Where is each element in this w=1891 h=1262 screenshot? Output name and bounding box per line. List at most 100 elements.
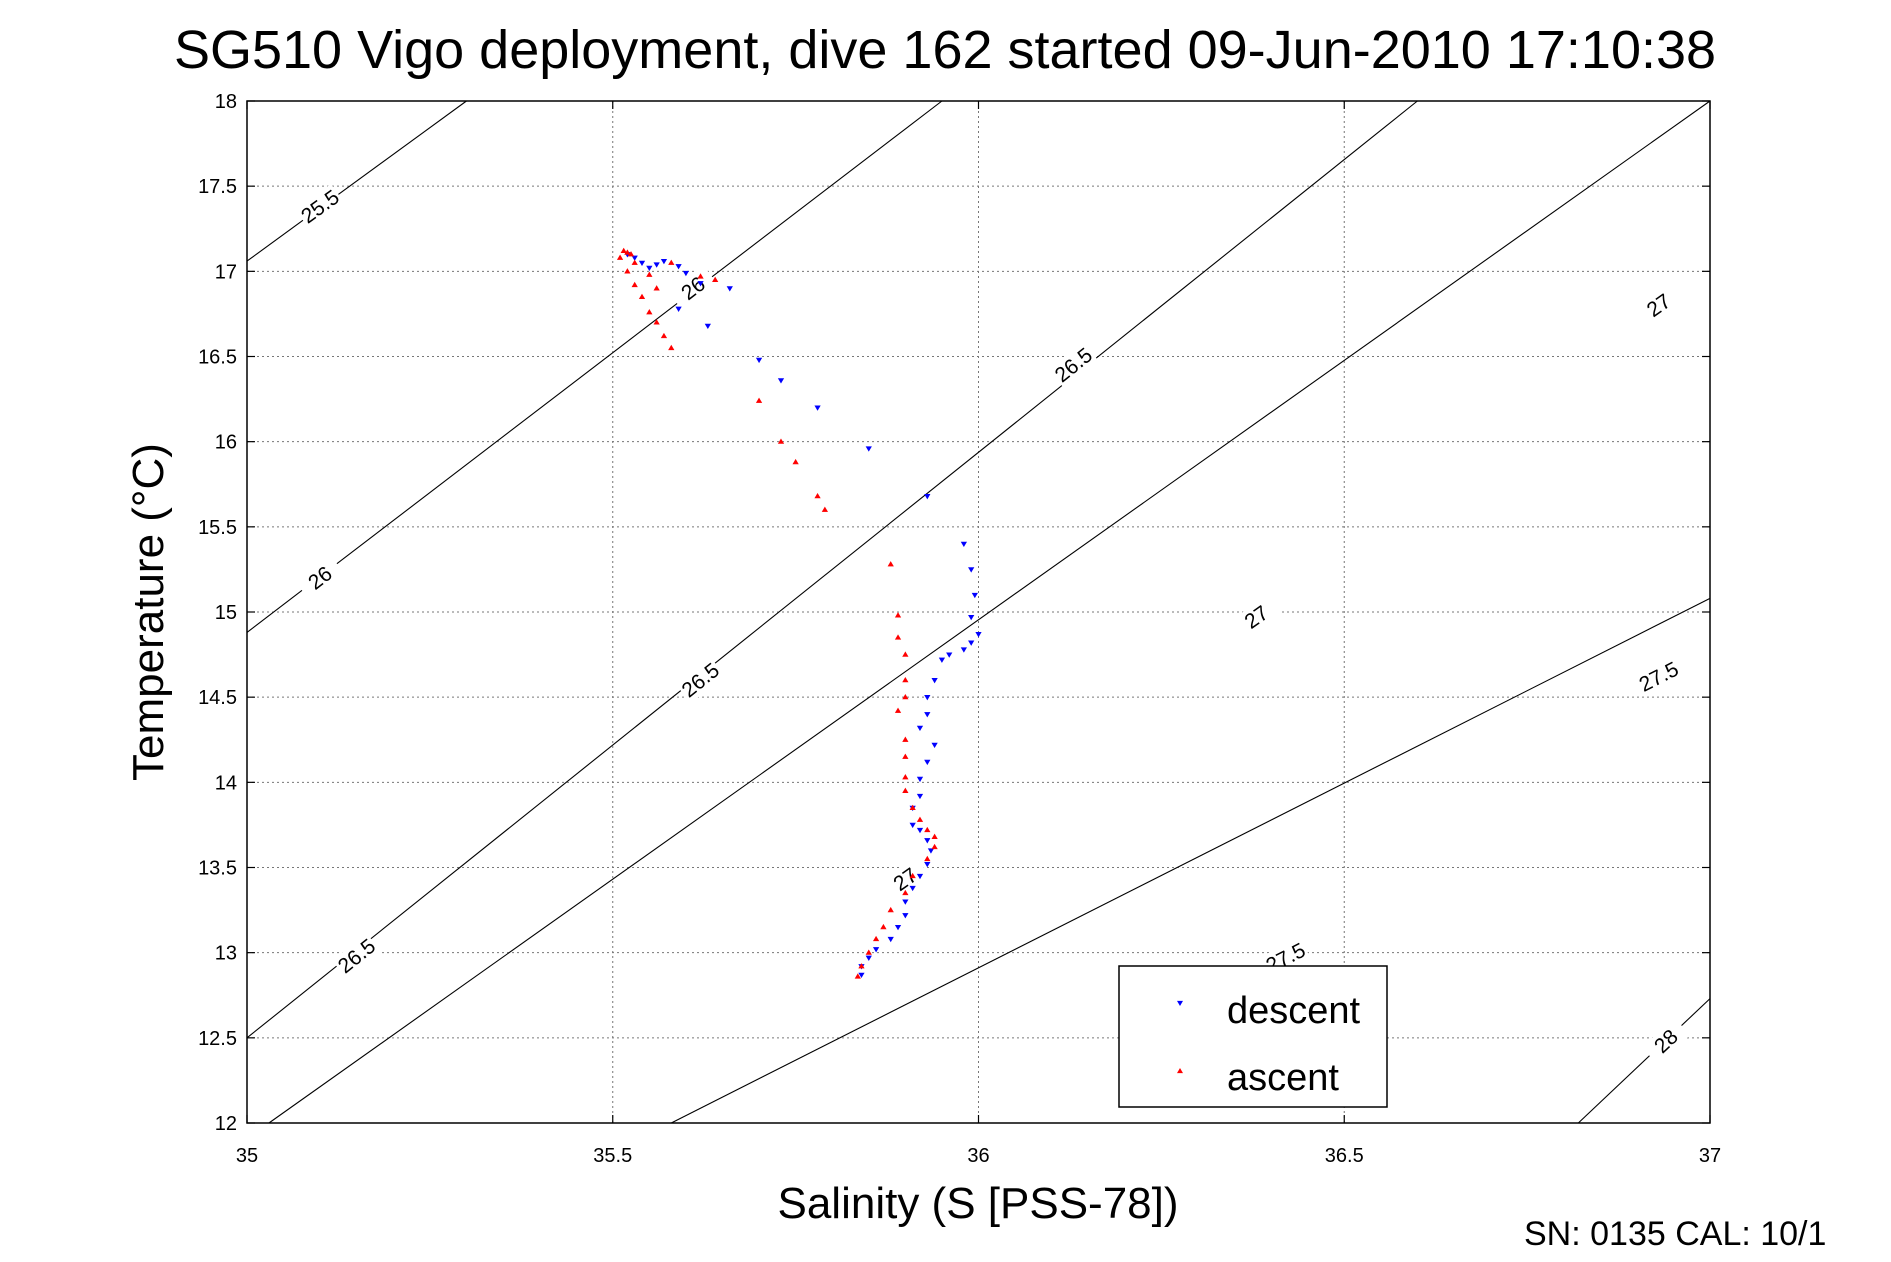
descent-point — [675, 264, 682, 270]
descent-point — [653, 262, 660, 268]
ascent-point — [712, 276, 719, 282]
descent-point — [916, 776, 924, 783]
ascent-point — [653, 319, 660, 325]
axis-ticks: 35 35.5 36 36.5 37 12 12.5 13 13.5 14 14.5 15 15.5 16… — [198, 91, 1721, 1167]
descent-point — [960, 647, 967, 653]
descent-point — [902, 899, 909, 905]
y-tick-label: 16.5 — [198, 347, 237, 369]
contour-label-gap — [1641, 1017, 1691, 1066]
descent-point — [916, 827, 924, 834]
descent-point — [660, 258, 668, 265]
descent-point — [916, 725, 924, 732]
legend-marker-ascent — [1177, 1068, 1183, 1074]
ascent-point — [865, 949, 872, 955]
y-tick-label: 12 — [215, 1113, 237, 1135]
ascent-point — [924, 826, 931, 833]
descent-point — [924, 759, 931, 766]
ascent-point — [755, 397, 763, 403]
descent-point — [697, 281, 704, 287]
descent-point — [631, 255, 638, 261]
y-tick-label: 14 — [215, 772, 237, 794]
descent-point — [968, 614, 975, 621]
ascent-point — [931, 833, 938, 839]
descent-point — [909, 885, 916, 892]
ascent-point — [646, 271, 653, 277]
y-tick-label: 15.5 — [198, 517, 237, 539]
ascent-point — [894, 612, 902, 618]
ascent-point — [880, 923, 887, 930]
y-tick-label: 18 — [215, 91, 237, 113]
descent-point — [887, 936, 894, 943]
contour-label-gap — [675, 657, 726, 704]
ascent-point — [821, 506, 829, 512]
y-tick-label: 17 — [215, 261, 237, 283]
descent-point — [975, 632, 982, 638]
descent-point — [682, 270, 690, 277]
x-tick-label: 36 — [967, 1145, 989, 1167]
descent-point — [916, 793, 924, 800]
ascent-point — [887, 561, 894, 567]
y-tick-label: 12.5 — [198, 1028, 237, 1050]
descent-point — [946, 652, 953, 658]
density-contour — [268, 100, 1711, 1124]
y-tick-label: 13.5 — [198, 858, 237, 880]
ascent-point — [909, 872, 916, 879]
density-contour — [246, 100, 467, 262]
legend-label-descent: descent — [1227, 990, 1361, 1032]
descent-point — [924, 494, 931, 500]
y-tick-label: 14.5 — [198, 687, 237, 709]
y-tick-label: 17.5 — [198, 176, 237, 198]
density-contour — [1577, 998, 1711, 1124]
ascent-point — [660, 332, 668, 339]
descent-point — [858, 972, 865, 979]
ascent-point — [653, 285, 660, 291]
descent-point — [909, 822, 916, 829]
ascent-point — [792, 458, 799, 465]
ascent-point — [902, 736, 909, 742]
descent-point — [916, 873, 924, 880]
descent-point — [675, 306, 682, 312]
legend-box — [1118, 965, 1388, 1108]
ascent-point — [631, 281, 638, 288]
contour-label-gap — [880, 856, 931, 902]
ascent-point — [631, 259, 638, 265]
contour-label-gap — [1048, 341, 1099, 389]
descent-point — [968, 640, 975, 646]
descent-point — [865, 446, 872, 452]
ascent-point — [894, 634, 902, 640]
legend-marker-descent — [1177, 1000, 1183, 1006]
contour-label-gap — [295, 555, 345, 601]
ascent-point — [931, 843, 938, 850]
descent-point — [924, 861, 931, 868]
data-points — [616, 247, 982, 979]
x-axis-label: Salinity (S [PSS-78]) — [777, 1179, 1178, 1228]
x-tick-label: 37 — [1699, 1145, 1721, 1167]
legend-markers — [1177, 1000, 1183, 1074]
calibration-footer: SN: 0135 CAL: 10/1 — [1524, 1215, 1826, 1253]
descent-point — [814, 405, 821, 411]
ascent-point — [627, 251, 635, 257]
descent-point — [931, 742, 938, 749]
contour-label-gap — [1231, 594, 1282, 640]
ascent-point — [909, 804, 916, 811]
descent-point — [931, 678, 938, 684]
ascent-point — [902, 651, 909, 657]
ascent-point — [638, 293, 646, 300]
descent-point — [755, 357, 763, 364]
ascent-point — [902, 676, 909, 683]
ascent-point — [902, 693, 909, 700]
contour-label-gap — [332, 932, 382, 980]
descent-point — [872, 947, 880, 953]
descent-point — [638, 260, 646, 267]
descent-point — [646, 265, 653, 272]
descent-point — [924, 695, 931, 701]
descent-point — [927, 848, 935, 854]
descent-point — [902, 913, 909, 919]
ascent-point — [668, 259, 675, 265]
descent-point — [726, 286, 733, 292]
ascent-point — [894, 707, 902, 713]
ascent-point — [887, 906, 894, 913]
ascent-point — [902, 753, 909, 759]
